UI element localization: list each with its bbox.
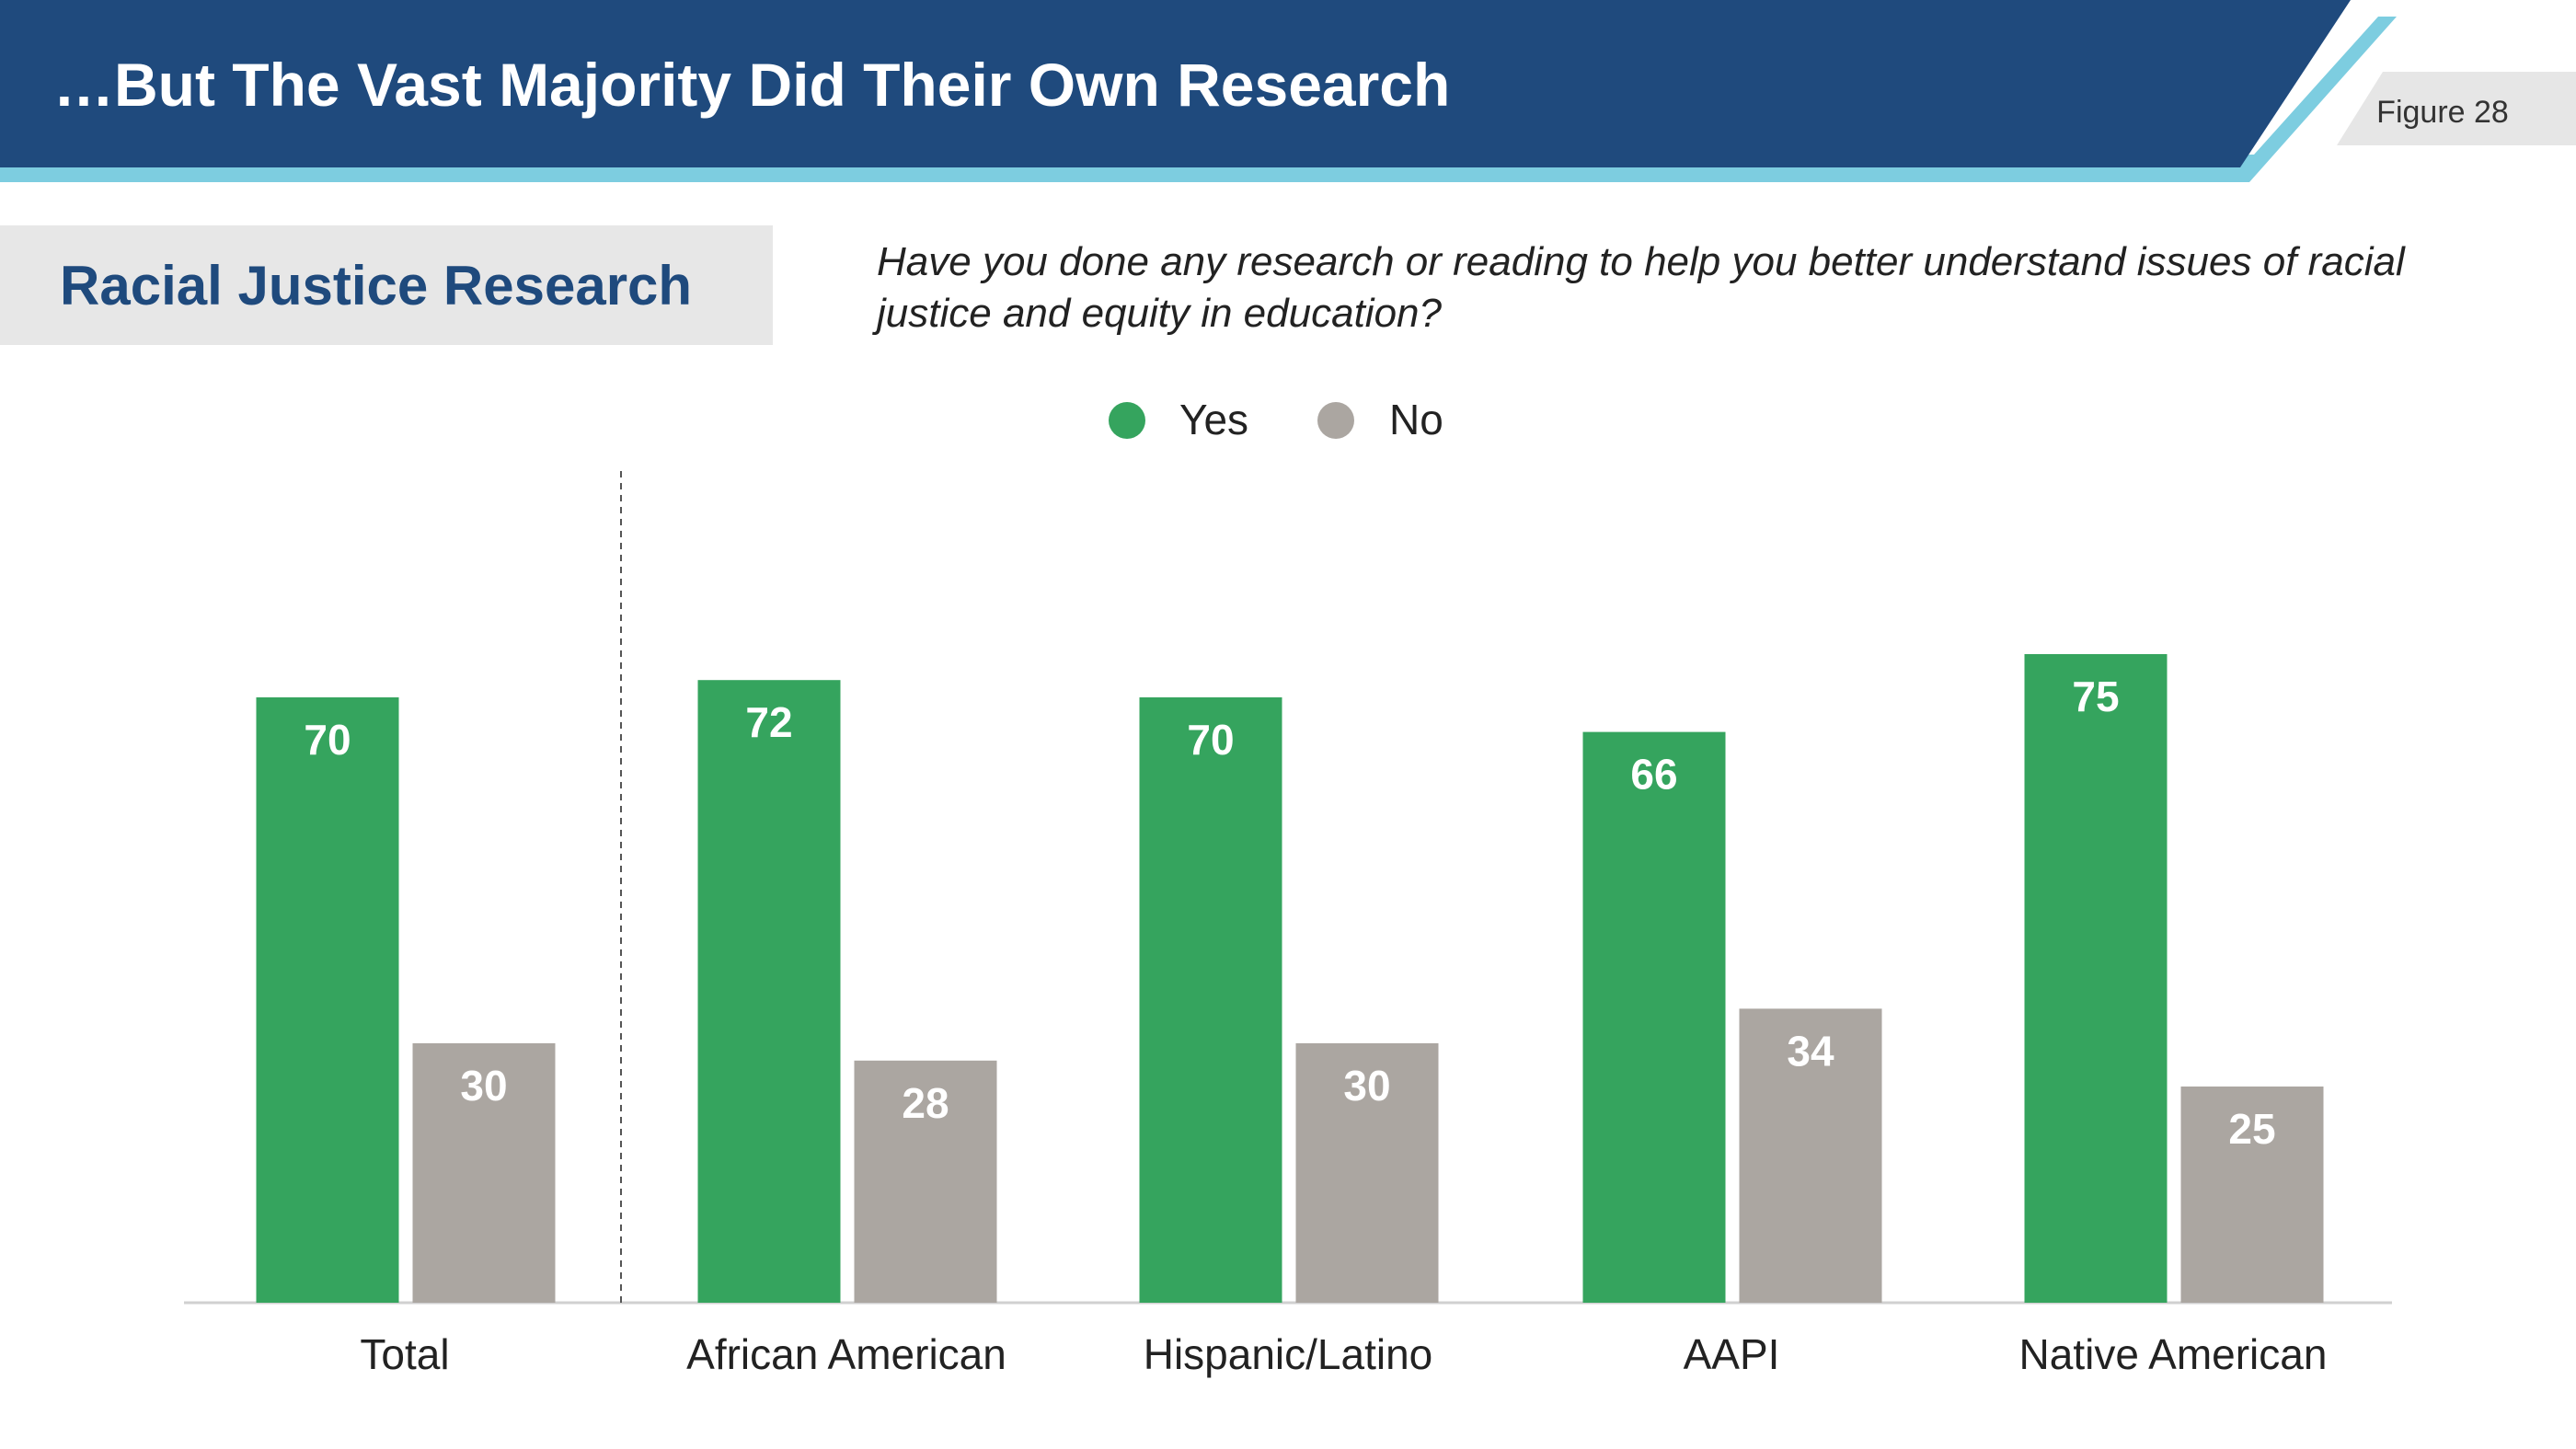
data-label-no: 25 [2228,1105,2275,1153]
bar-no [1739,1008,1882,1303]
data-label-no: 34 [1787,1027,1834,1075]
data-label-yes: 70 [1187,716,1234,764]
legend-label-yes: Yes [1179,396,1248,443]
data-label-yes: 66 [1630,751,1677,799]
category-label: African American [686,1330,1006,1378]
bar-yes [697,680,841,1303]
bar-no [412,1043,556,1303]
bar-no [1295,1043,1439,1303]
bar-no [854,1060,997,1303]
legend-label-no: No [1389,396,1443,443]
data-label-yes: 70 [304,716,351,764]
bar-yes [1139,697,1282,1303]
banner-background [0,0,2351,167]
section-label-box: Racial Justice Research [0,225,773,345]
bar-yes [256,697,399,1303]
category-label: AAPI [1684,1330,1780,1378]
legend-marker-yes [1109,402,1145,439]
legend-marker-no [1317,402,1354,439]
survey-question: Have you done any research or reading to… [877,239,2405,336]
bar-yes [1582,731,1726,1303]
data-label-yes: 72 [745,698,792,746]
bar-yes [2024,654,2168,1303]
figure-tab [2337,72,2576,145]
section-title: Racial Justice Research [60,254,693,316]
data-label-yes: 75 [2072,673,2119,720]
figure-number: Figure 28 [2376,95,2509,130]
category-label: Hispanic/Latino [1144,1330,1433,1378]
category-label: Native American [2019,1330,2328,1378]
header-banner [0,0,2576,182]
page-title: …But The Vast Majority Did Their Own Res… [53,51,1451,119]
category-label: Total [360,1330,449,1378]
data-label-no: 30 [1343,1062,1390,1110]
data-label-no: 28 [902,1079,949,1127]
data-label-no: 30 [460,1062,507,1110]
bar-no [2180,1087,2324,1303]
